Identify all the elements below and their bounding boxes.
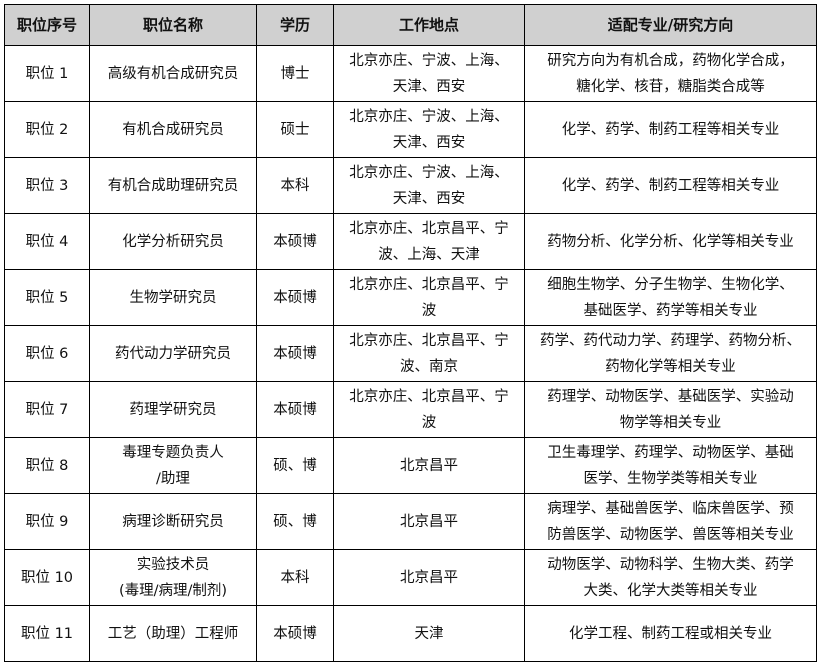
cell-position-no: 职位 1: [4, 45, 90, 102]
cell-location: 北京亦庄、宁波、上海、 天津、西安: [333, 101, 525, 158]
cell-position-name: 病理诊断研究员: [89, 493, 257, 550]
cell-position-name: 有机合成助理研究员: [89, 157, 257, 214]
table-row: 职位 9 病理诊断研究员 硕、博 北京昌平 病理学、基础兽医学、临床兽医学、预 防兽医学…: [4, 493, 817, 550]
cell-position-no: 职位 9: [4, 493, 90, 550]
header-position-name: 职位名称: [89, 4, 257, 46]
cell-location: 北京昌平: [333, 493, 525, 550]
table-row: 职位 1 高级有机合成研究员 博士 北京亦庄、宁波、上海、 天津、西安 研究方向为有机合…: [4, 45, 817, 102]
cell-position-no: 职位 6: [4, 325, 90, 382]
cell-major: 药理学、动物医学、基础医学、实验动 物学等相关专业: [524, 381, 817, 438]
cell-location: 北京亦庄、宁波、上海、 天津、西安: [333, 157, 525, 214]
table-row: 职位 5 生物学研究员 本硕博 北京亦庄、北京昌平、宁 波细胞生物学、分子生物学、生物…: [4, 269, 817, 326]
cell-major: 化学工程、制药工程或相关专业: [524, 605, 817, 662]
cell-location: 北京亦庄、北京昌平、宁 波、南京: [333, 325, 525, 382]
table-row: 职位 10 实验技术员 (毒理/病理/制剂) 本科 北京昌平 动物医学、动物科学、生物大…: [4, 549, 817, 606]
cell-major: 动物医学、动物科学、生物大类、药学 大类、化学大类等相关专业: [524, 549, 817, 606]
table-row: 职位 3 有机合成助理研究员 本科 北京亦庄、宁波、上海、 天津、西安 化学、药学、制药…: [4, 157, 817, 214]
cell-position-no: 职位 8: [4, 437, 90, 494]
cell-major: 化学、药学、制药工程等相关专业: [524, 101, 817, 158]
cell-position-name: 工艺（助理）工程师: [89, 605, 257, 662]
cell-education: 本硕博: [256, 381, 334, 438]
cell-position-no: 职位 5: [4, 269, 90, 326]
cell-position-name: 化学分析研究员: [89, 213, 257, 270]
cell-location: 北京亦庄、北京昌平、宁 波: [333, 381, 525, 438]
cell-major: 研究方向为有机合成，药物化学合成， 糖化学、核苷，糖脂类合成等: [524, 45, 817, 102]
table-row: 职位 6 药代动力学研究员 本硕博 北京亦庄、北京昌平、宁 波、南京 药学、药代动力学、…: [4, 325, 817, 382]
cell-position-name: 毒理专题负责人 /助理: [89, 437, 257, 494]
cell-position-name: 高级有机合成研究员: [89, 45, 257, 102]
positions-table: 职位序号 职位名称 学历 工作地点 适配专业/研究方向 职位 1 高级有机合成研究…: [4, 4, 817, 662]
cell-education: 本硕博: [256, 325, 334, 382]
header-position-no: 职位序号: [4, 4, 90, 46]
cell-position-no: 职位 11: [4, 605, 90, 662]
header-row: 职位序号 职位名称 学历 工作地点 适配专业/研究方向: [4, 4, 817, 46]
header-education: 学历: [256, 4, 334, 46]
cell-location: 天津: [333, 605, 525, 662]
cell-major: 药物分析、化学分析、化学等相关专业: [524, 213, 817, 270]
table-row: 职位 4 化学分析研究员 本硕博 北京亦庄、北京昌平、宁 波、上海、天津 药物分析、化学…: [4, 213, 817, 270]
cell-location: 北京昌平: [333, 549, 525, 606]
cell-education: 博士: [256, 45, 334, 102]
cell-location: 北京亦庄、宁波、上海、 天津、西安: [333, 45, 525, 102]
cell-major: 病理学、基础兽医学、临床兽医学、预 防兽医学、动物医学、兽医等相关专业: [524, 493, 817, 550]
table-row: 职位 7 药理学研究员 本硕博 北京亦庄、北京昌平、宁 波药理学、动物医学、基础医学、…: [4, 381, 817, 438]
header-location: 工作地点: [333, 4, 525, 46]
cell-education: 本硕博: [256, 213, 334, 270]
cell-position-name: 生物学研究员: [89, 269, 257, 326]
cell-position-no: 职位 7: [4, 381, 90, 438]
cell-position-no: 职位 3: [4, 157, 90, 214]
cell-education: 硕、博: [256, 493, 334, 550]
cell-major: 化学、药学、制药工程等相关专业: [524, 157, 817, 214]
cell-location: 北京亦庄、北京昌平、宁 波: [333, 269, 525, 326]
cell-education: 本科: [256, 157, 334, 214]
cell-education: 硕士: [256, 101, 334, 158]
cell-position-no: 职位 10: [4, 549, 90, 606]
cell-location: 北京昌平: [333, 437, 525, 494]
cell-education: 本科: [256, 549, 334, 606]
cell-position-no: 职位 4: [4, 213, 90, 270]
table-row: 职位 2 有机合成研究员 硕士 北京亦庄、宁波、上海、 天津、西安 化学、药学、制药工程…: [4, 101, 817, 158]
table-row: 职位 8 毒理专题负责人 /助理 硕、博 北京昌平 卫生毒理学、药理学、动物医学、基础 …: [4, 437, 817, 494]
cell-education: 本硕博: [256, 269, 334, 326]
cell-major: 药学、药代动力学、药理学、药物分析、 药物化学等相关专业: [524, 325, 817, 382]
cell-education: 硕、博: [256, 437, 334, 494]
table-row: 职位 11 工艺（助理）工程师 本硕博 天津 化学工程、制药工程或相关专业: [4, 605, 817, 662]
cell-major: 卫生毒理学、药理学、动物医学、基础 医学、生物学类等相关专业: [524, 437, 817, 494]
cell-major: 细胞生物学、分子生物学、生物化学、 基础医学、药学等相关专业: [524, 269, 817, 326]
cell-position-name: 药理学研究员: [89, 381, 257, 438]
cell-position-no: 职位 2: [4, 101, 90, 158]
cell-position-name: 实验技术员 (毒理/病理/制剂): [89, 549, 257, 606]
cell-position-name: 有机合成研究员: [89, 101, 257, 158]
cell-education: 本硕博: [256, 605, 334, 662]
header-major: 适配专业/研究方向: [524, 4, 817, 46]
cell-position-name: 药代动力学研究员: [89, 325, 257, 382]
cell-location: 北京亦庄、北京昌平、宁 波、上海、天津: [333, 213, 525, 270]
